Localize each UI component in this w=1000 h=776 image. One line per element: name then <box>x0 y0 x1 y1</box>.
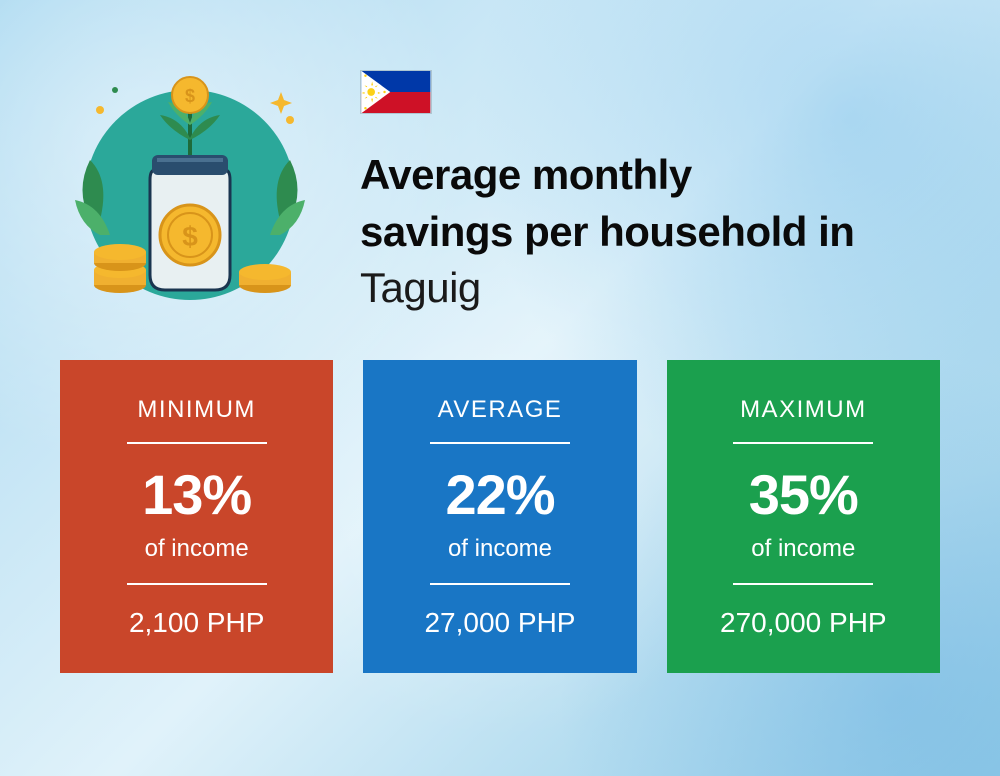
card-label: MAXIMUM <box>740 396 867 424</box>
divider <box>127 442 267 444</box>
title-city: Taguig <box>360 260 930 317</box>
title-block: Average monthly savings per household in… <box>360 60 930 317</box>
title-line-2: savings per household in <box>360 204 930 261</box>
card-sub: of income <box>751 535 855 563</box>
jar: $ <box>150 155 230 290</box>
card-percent: 13% <box>142 462 251 527</box>
card-average: AVERAGE 22% of income 27,000 PHP <box>363 360 636 673</box>
card-amount: 2,100 PHP <box>129 607 264 639</box>
savings-jar-illustration: $ $ <box>60 60 320 320</box>
coin-stack-right <box>239 264 291 293</box>
svg-text:$: $ <box>182 221 198 252</box>
card-amount: 27,000 PHP <box>424 607 575 639</box>
stat-cards: MINIMUM 13% of income 2,100 PHP AVERAGE … <box>0 360 1000 713</box>
header: $ $ <box>0 0 1000 360</box>
divider <box>430 442 570 444</box>
svg-text:$: $ <box>185 86 195 106</box>
card-sub: of income <box>448 535 552 563</box>
card-minimum: MINIMUM 13% of income 2,100 PHP <box>60 360 333 673</box>
card-label: MINIMUM <box>137 396 255 424</box>
card-amount: 270,000 PHP <box>720 607 887 639</box>
page-title: Average monthly savings per household in… <box>360 147 930 317</box>
card-label: AVERAGE <box>438 396 563 424</box>
card-percent: 35% <box>749 462 858 527</box>
divider <box>127 583 267 585</box>
divider <box>733 583 873 585</box>
divider <box>430 583 570 585</box>
divider <box>733 442 873 444</box>
title-line-1: Average monthly <box>360 147 930 204</box>
card-sub: of income <box>145 535 249 563</box>
card-percent: 22% <box>445 462 554 527</box>
philippines-flag-icon <box>360 70 432 114</box>
coin-stack-left <box>94 244 146 293</box>
card-maximum: MAXIMUM 35% of income 270,000 PHP <box>667 360 940 673</box>
